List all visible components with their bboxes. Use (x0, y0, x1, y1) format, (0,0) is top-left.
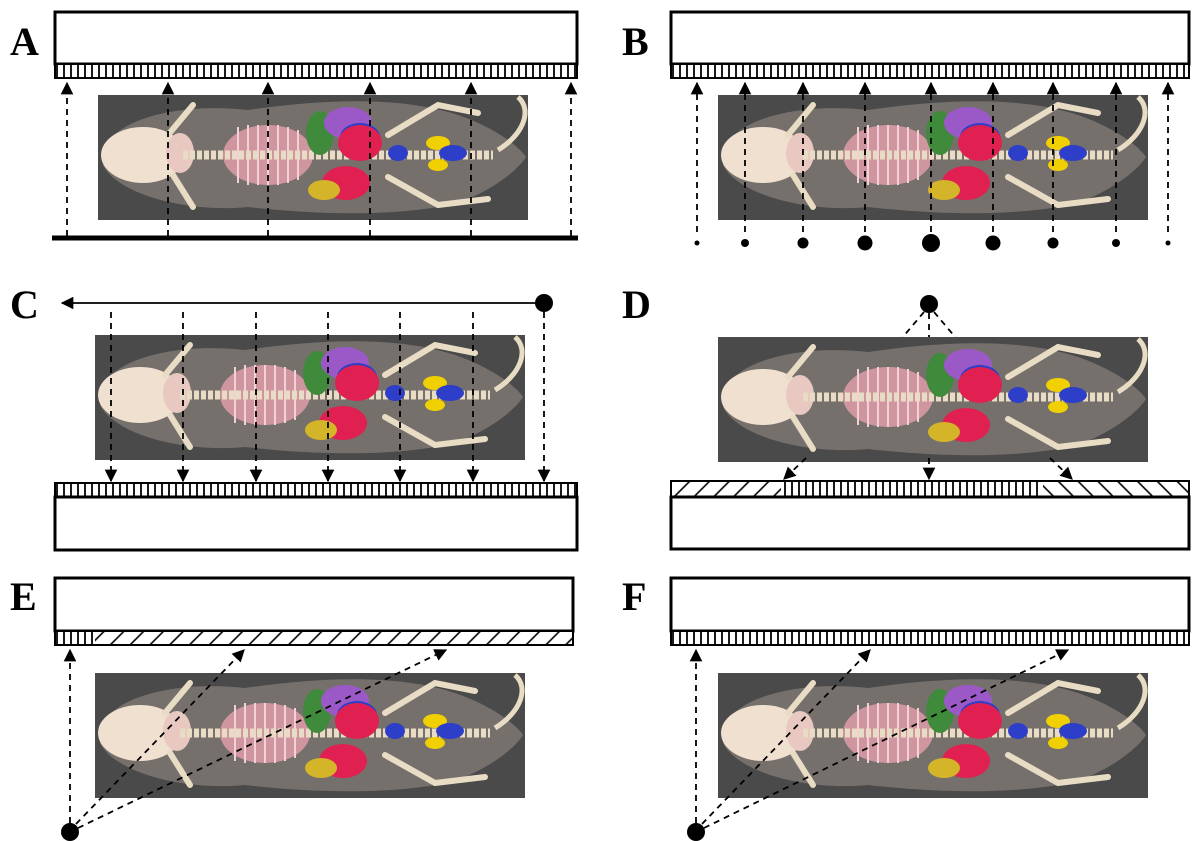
detector-segments-e (54, 630, 574, 646)
specimen-d (718, 337, 1148, 462)
panel-label-a: A (10, 19, 39, 64)
detector-e (53, 576, 575, 633)
rays-d (783, 457, 1073, 481)
point-source-c (535, 294, 553, 312)
panel-label-d: D (622, 282, 651, 327)
panel-f: F (622, 574, 1191, 841)
detector-segments-d (670, 480, 1190, 498)
specimen-b (718, 95, 1148, 220)
detector-b (669, 10, 1191, 66)
detector-segments-c (54, 482, 578, 498)
detector-segments-b (670, 63, 1190, 79)
panel-e: E (10, 574, 575, 841)
detector-f (669, 576, 1191, 633)
specimen-f (718, 673, 1148, 798)
panel-label-b: B (622, 19, 649, 64)
panel-label-e: E (10, 574, 37, 619)
specimen-a (98, 95, 528, 220)
detector-d (669, 495, 1191, 551)
point-source-f (687, 823, 705, 841)
rays-f (689, 648, 1070, 829)
panel-c: C (10, 282, 579, 552)
panel-a: A (10, 10, 579, 241)
fan-top-d (901, 311, 957, 339)
specimen-e (95, 673, 525, 798)
rays-a (60, 81, 578, 236)
panel-d: D (622, 282, 1191, 551)
detector-segments-f (670, 630, 1190, 646)
detector-c (53, 495, 579, 552)
detector-a (53, 10, 579, 66)
panel-b: B (622, 10, 1191, 252)
point-sources-b (694, 234, 1171, 252)
point-source-d (920, 295, 938, 313)
rays-e (63, 648, 448, 829)
panel-label-c: C (10, 282, 39, 327)
point-source-e (61, 823, 79, 841)
detector-segments-a (54, 63, 578, 79)
rays-b (690, 81, 1175, 232)
specimen-c (95, 335, 525, 460)
panel-label-f: F (622, 574, 646, 619)
